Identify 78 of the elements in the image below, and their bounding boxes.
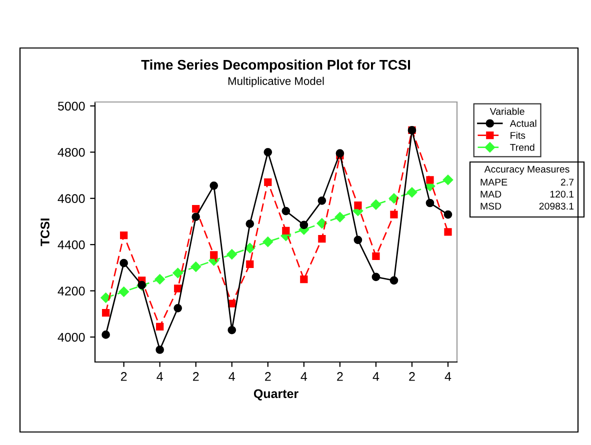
point bbox=[210, 181, 218, 190]
point bbox=[444, 210, 452, 219]
x-tick-label: 2 bbox=[409, 372, 415, 381]
point bbox=[156, 322, 164, 330]
text: Accuracy Measures bbox=[484, 166, 570, 175]
legend-label: Trend bbox=[510, 144, 534, 151]
point bbox=[442, 174, 454, 185]
point bbox=[372, 252, 380, 260]
chart-title: Time Series Decomposition Plot for TCSI bbox=[141, 60, 410, 72]
chart-subtitle: Multiplicative Model bbox=[228, 76, 324, 88]
point bbox=[154, 274, 165, 284]
x-axis-title: Quarter bbox=[254, 389, 298, 400]
y-tick-label: 4400 bbox=[58, 240, 85, 250]
point bbox=[406, 187, 418, 198]
point bbox=[370, 200, 382, 210]
point bbox=[190, 262, 201, 272]
point bbox=[444, 228, 452, 236]
x-tick-label: 2 bbox=[120, 372, 127, 381]
y-tick-label: 4200 bbox=[58, 286, 85, 296]
point bbox=[354, 201, 362, 210]
point bbox=[426, 198, 434, 208]
y-tick-label: 4800 bbox=[58, 148, 85, 157]
point bbox=[226, 249, 237, 260]
y-tick-label: 5000 bbox=[58, 102, 85, 111]
point bbox=[174, 304, 182, 312]
point bbox=[174, 284, 182, 292]
point bbox=[172, 268, 183, 278]
point bbox=[300, 220, 308, 230]
point bbox=[282, 226, 290, 235]
x-tick-label: 4 bbox=[372, 372, 380, 381]
x-tick-label: 4 bbox=[228, 372, 235, 381]
text: 20983.1 bbox=[539, 202, 574, 210]
point bbox=[388, 193, 400, 204]
point bbox=[334, 212, 346, 222]
legend-title: Variable bbox=[490, 108, 524, 115]
point bbox=[300, 275, 308, 284]
y-tick-label: 4000 bbox=[58, 332, 85, 342]
y-tick-label: 4600 bbox=[58, 194, 85, 204]
point bbox=[192, 212, 200, 222]
text: MAPE bbox=[480, 178, 508, 186]
point bbox=[120, 232, 128, 240]
point bbox=[118, 286, 129, 297]
point bbox=[246, 220, 254, 228]
point bbox=[246, 260, 254, 268]
point bbox=[390, 276, 398, 285]
point bbox=[192, 204, 200, 213]
y-axis-title: TCSI bbox=[40, 218, 50, 246]
point bbox=[102, 330, 110, 339]
point bbox=[336, 149, 344, 158]
point bbox=[390, 210, 398, 218]
point bbox=[316, 218, 328, 228]
text: MAD bbox=[480, 190, 502, 198]
x-tick-label: 2 bbox=[337, 372, 343, 381]
text: 120.1 bbox=[550, 190, 574, 198]
x-tick-label: 4 bbox=[444, 372, 452, 381]
text: 2.7 bbox=[560, 178, 574, 186]
text: MSD bbox=[480, 202, 502, 210]
x-tick-label: 2 bbox=[193, 372, 199, 381]
point bbox=[244, 242, 255, 254]
point bbox=[156, 346, 164, 354]
point bbox=[262, 236, 274, 247]
point bbox=[426, 176, 434, 184]
point bbox=[318, 196, 326, 205]
legend-label: Actual bbox=[510, 120, 536, 127]
point bbox=[120, 258, 128, 268]
point bbox=[228, 326, 236, 334]
x-tick-label: 2 bbox=[265, 372, 271, 381]
point bbox=[210, 251, 218, 259]
point bbox=[354, 236, 362, 244]
point bbox=[282, 206, 290, 216]
point bbox=[102, 308, 110, 317]
x-tick-label: 4 bbox=[300, 372, 308, 381]
point bbox=[264, 148, 272, 156]
point bbox=[264, 178, 272, 186]
point bbox=[372, 272, 380, 282]
legend-label: Fits bbox=[510, 132, 526, 139]
x-tick-label: 4 bbox=[156, 372, 163, 381]
point bbox=[318, 235, 326, 243]
